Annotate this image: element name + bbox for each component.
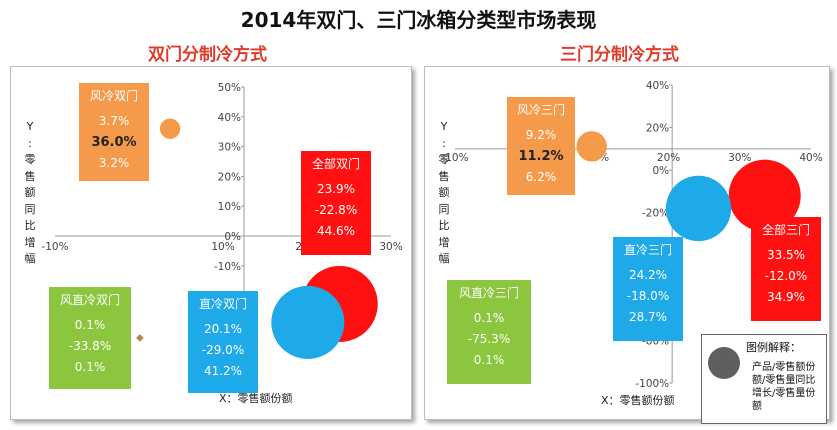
label-value-share: 33.5% [766,248,806,262]
label-value-volume: 44.6% [316,224,356,238]
bubble [271,285,345,359]
x-tick-label: 10% [211,241,234,253]
chart-2-x-axis-label: X：零售额份额 [601,394,675,407]
chart-1-title: 双门分制冷方式 [148,45,267,65]
label-name: 风冷三门 [516,103,565,117]
y-tick-label: 10% [218,201,241,213]
legend-title: 图例解释： [746,341,801,354]
y-tick-label: 50% [218,82,241,94]
label-value-share: 0.1% [473,311,505,325]
label-box-all-double: 全部双门 23.9% -22.8% 44.6% [301,151,371,255]
label-name: 风直冷三门 [458,286,519,300]
label-box-air-cooled-triple: 风冷三门 9.2% 11.2% 6.2% [507,97,575,195]
label-name: 全部三门 [761,223,810,237]
chart-panel-double-door: -10%10%20%30%50%40%30%20%10%0%-10%-20%-3… [10,66,412,420]
x-tick-label: 30% [379,241,402,253]
y-tick-label: 20% [646,123,669,135]
label-box-direct-cooled-triple: 直冷三门 24.2% -18.0% 28.7% [613,237,683,341]
x-tick-label: 20% [657,152,680,164]
label-value-growth: -33.8% [68,339,112,353]
label-value-volume: 0.1% [473,353,505,367]
chart-2-y-axis-label: Y:零售额同比增幅 [438,120,450,265]
label-value-growth: 11.2% [518,149,564,164]
bubble [159,118,181,139]
label-name: 全部双门 [311,157,360,171]
bubble [576,131,607,162]
bubble [728,159,801,232]
label-value-share: 0.1% [74,318,106,332]
bubble-marker-tiny: ◆ [136,333,144,344]
label-name: 风冷双门 [89,89,138,103]
label-value-volume: 3.2% [98,156,130,170]
label-name: 风直冷双门 [59,293,120,307]
label-box-mixed-cooled-triple: 风直冷三门 0.1% -75.3% 0.1% [447,280,531,384]
y-tick-label: -10% [214,261,241,273]
label-name: 直冷双门 [198,297,247,311]
label-value-share: 20.1% [203,322,243,336]
label-box-direct-cooled-double: 直冷双门 20.1% -29.0% 41.2% [188,291,258,393]
y-tick-label: -100% [635,378,669,390]
page-title: 2014年双门、三门冰箱分类型市场表现 [240,8,597,32]
y-tick-label: 0% [652,165,669,177]
y-tick-label: 40% [218,112,241,124]
label-value-growth: 36.0% [91,135,137,150]
label-box-air-cooled-double: 风冷双门 3.7% 36.0% 3.2% [79,83,149,181]
legend-box: 图例解释： 产品/零售额份额/零售量同比增长/零售量份额 [701,334,827,424]
y-tick-label: 20% [218,171,241,183]
x-tick-label: -10% [41,241,68,253]
label-value-volume: 0.1% [74,360,106,374]
bubble [665,175,732,242]
x-tick-label: 40% [799,152,822,164]
label-box-all-triple: 全部三门 33.5% -12.0% 34.9% [751,217,821,321]
label-value-share: 24.2% [628,268,668,282]
label-value-growth: -22.8% [314,203,358,217]
label-value-growth: -12.0% [764,269,808,283]
label-value-growth: -29.0% [201,343,245,357]
label-value-growth: -18.0% [626,289,670,303]
label-value-share: 3.7% [98,114,130,128]
label-value-share: 23.9% [316,182,356,196]
label-value-volume: 6.2% [525,170,557,184]
label-box-mixed-cooled-double: 风直冷双门 0.1% -33.8% 0.1% [49,287,131,389]
label-value-volume: 28.7% [628,310,668,324]
legend-bubble-icon [708,347,740,379]
chart-1-x-axis-label: X：零售额份额 [219,392,293,405]
chart-2-title: 三门分制冷方式 [560,45,679,65]
label-value-volume: 34.9% [766,290,806,304]
y-tick-label: -20% [642,208,669,220]
label-value-share: 9.2% [525,128,557,142]
chart-1-y-axis-label: Y:零售额同比增幅 [24,120,36,265]
y-tick-label: 0% [224,231,241,243]
legend-text: 产品/零售额份额/零售量同比增长/零售量份额 [752,362,816,412]
x-tick-label: 30% [728,152,751,164]
y-tick-label: 40% [646,80,669,92]
x-tick-label: -10% [441,152,468,164]
label-name: 直冷三门 [623,243,672,257]
label-value-volume: 41.2% [203,364,243,378]
label-value-growth: -75.3% [467,332,511,346]
y-tick-label: 30% [218,142,241,154]
